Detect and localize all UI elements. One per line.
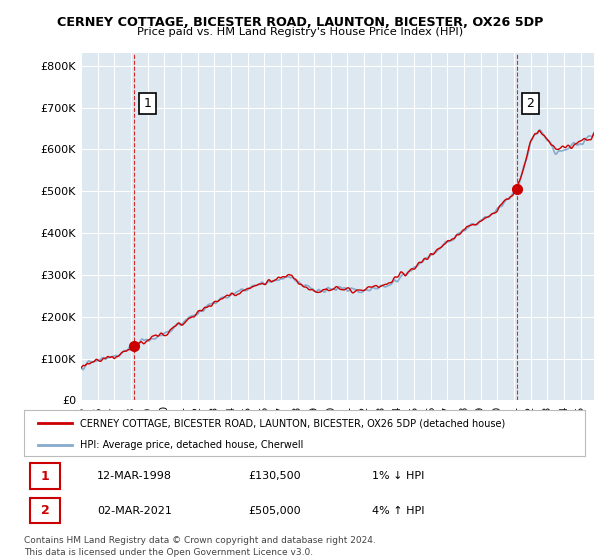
Text: Price paid vs. HM Land Registry's House Price Index (HPI): Price paid vs. HM Land Registry's House … <box>137 27 463 37</box>
FancyBboxPatch shape <box>29 463 61 489</box>
Text: 4% ↑ HPI: 4% ↑ HPI <box>372 506 424 516</box>
Text: Contains HM Land Registry data © Crown copyright and database right 2024.: Contains HM Land Registry data © Crown c… <box>24 536 376 545</box>
Text: 2: 2 <box>526 97 534 110</box>
Text: 1: 1 <box>143 97 151 110</box>
Text: 02-MAR-2021: 02-MAR-2021 <box>97 506 172 516</box>
Text: 2: 2 <box>41 504 49 517</box>
Text: CERNEY COTTAGE, BICESTER ROAD, LAUNTON, BICESTER, OX26 5DP: CERNEY COTTAGE, BICESTER ROAD, LAUNTON, … <box>57 16 543 29</box>
Text: HPI: Average price, detached house, Cherwell: HPI: Average price, detached house, Cher… <box>80 440 304 450</box>
Text: £130,500: £130,500 <box>248 471 301 481</box>
Text: 1: 1 <box>41 469 49 483</box>
Text: CERNEY COTTAGE, BICESTER ROAD, LAUNTON, BICESTER, OX26 5DP (detached house): CERNEY COTTAGE, BICESTER ROAD, LAUNTON, … <box>80 418 505 428</box>
Text: 1% ↓ HPI: 1% ↓ HPI <box>372 471 424 481</box>
Text: 12-MAR-1998: 12-MAR-1998 <box>97 471 172 481</box>
Text: £505,000: £505,000 <box>248 506 301 516</box>
Text: This data is licensed under the Open Government Licence v3.0.: This data is licensed under the Open Gov… <box>24 548 313 557</box>
FancyBboxPatch shape <box>29 498 61 524</box>
